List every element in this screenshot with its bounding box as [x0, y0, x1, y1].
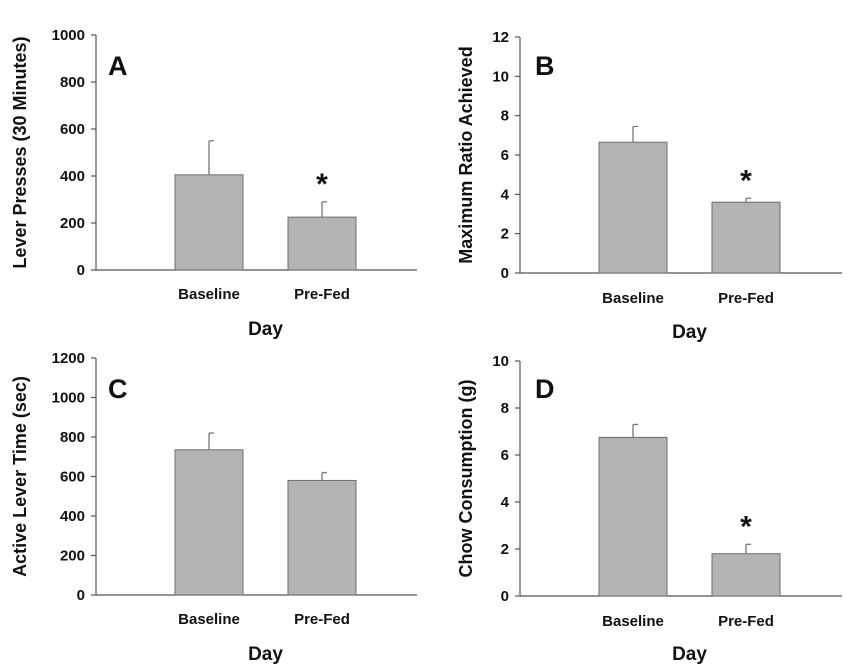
y-tick-label: 4 — [501, 494, 510, 511]
bar — [711, 201, 781, 274]
panel-a: 0 200 400 600 800 1000 Baseline Pre-Fed * A Day Lev… — [10, 27, 417, 340]
panel-letter: B — [535, 51, 555, 81]
y-tick-label: 0 — [77, 587, 85, 604]
y-axis-title: Active Lever Time (sec) — [10, 376, 30, 577]
y-tick-label: 800 — [60, 74, 85, 91]
significance-marker: * — [316, 168, 328, 201]
panel-letter: D — [535, 374, 555, 404]
panel-letter: A — [108, 51, 128, 81]
bar — [174, 174, 244, 271]
y-tick-label: 600 — [60, 121, 85, 138]
y-tick-label: 400 — [60, 508, 85, 525]
y-tick-label: 800 — [60, 429, 85, 446]
y-tick-label: 2 — [501, 541, 509, 558]
y-tick-label: 1200 — [52, 350, 85, 367]
bar — [287, 479, 357, 596]
x-axis-title: Day — [248, 319, 283, 340]
y-tick-label: 600 — [60, 469, 85, 486]
bar — [598, 436, 668, 597]
y-tick-label: 200 — [60, 215, 85, 232]
y-tick-label: 4 — [501, 186, 510, 203]
y-tick-label: 10 — [492, 353, 509, 370]
y-tick-label: 6 — [501, 447, 509, 464]
category-label: Pre-Fed — [718, 290, 774, 307]
y-tick-label: 0 — [501, 265, 509, 282]
bar — [174, 449, 244, 596]
y-tick-label: 8 — [501, 400, 509, 417]
y-tick-label: 0 — [501, 588, 509, 605]
category-label: Pre-Fed — [294, 286, 350, 303]
y-tick-label: 1000 — [52, 390, 85, 407]
y-axis-title: Chow Consumption (g) — [456, 380, 476, 578]
panel-b: 0 2 4 6 8 10 12 Baseline Pre-Fed * B Day Maximum Rat… — [456, 29, 842, 343]
bar — [711, 553, 781, 597]
category-label: Baseline — [602, 613, 664, 630]
significance-marker: * — [740, 510, 752, 543]
x-axis-title: Day — [248, 644, 283, 665]
y-tick-label: 200 — [60, 548, 85, 565]
category-label: Pre-Fed — [294, 611, 350, 628]
y-tick-label: 6 — [501, 147, 509, 164]
category-label: Pre-Fed — [718, 613, 774, 630]
y-tick-label: 400 — [60, 168, 85, 185]
y-tick-label: 8 — [501, 108, 509, 125]
x-axis-title: Day — [672, 322, 707, 343]
category-label: Baseline — [178, 286, 240, 303]
category-label: Baseline — [178, 611, 240, 628]
panel-d: 0 2 4 6 8 10 Baseline Pre-Fed * D Day Chow Consumpt… — [456, 353, 842, 665]
panel-c: 0 200 400 600 800 1000 1200 Baseline Pre-Fed C Day… — [10, 350, 417, 665]
y-tick-label: 10 — [492, 68, 509, 85]
y-axis-title: Lever Presses (30 Minutes) — [10, 36, 30, 268]
y-tick-label: 2 — [501, 226, 509, 243]
bar — [598, 141, 668, 274]
x-axis-title: Day — [672, 644, 707, 665]
category-label: Baseline — [602, 290, 664, 307]
bar — [287, 216, 357, 271]
y-tick-label: 12 — [492, 29, 509, 46]
y-tick-label: 1000 — [52, 27, 85, 44]
panel-letter: C — [108, 374, 128, 404]
significance-marker: * — [740, 164, 752, 197]
y-axis-title: Maximum Ratio Achieved — [456, 46, 476, 263]
y-tick-label: 0 — [77, 262, 85, 279]
